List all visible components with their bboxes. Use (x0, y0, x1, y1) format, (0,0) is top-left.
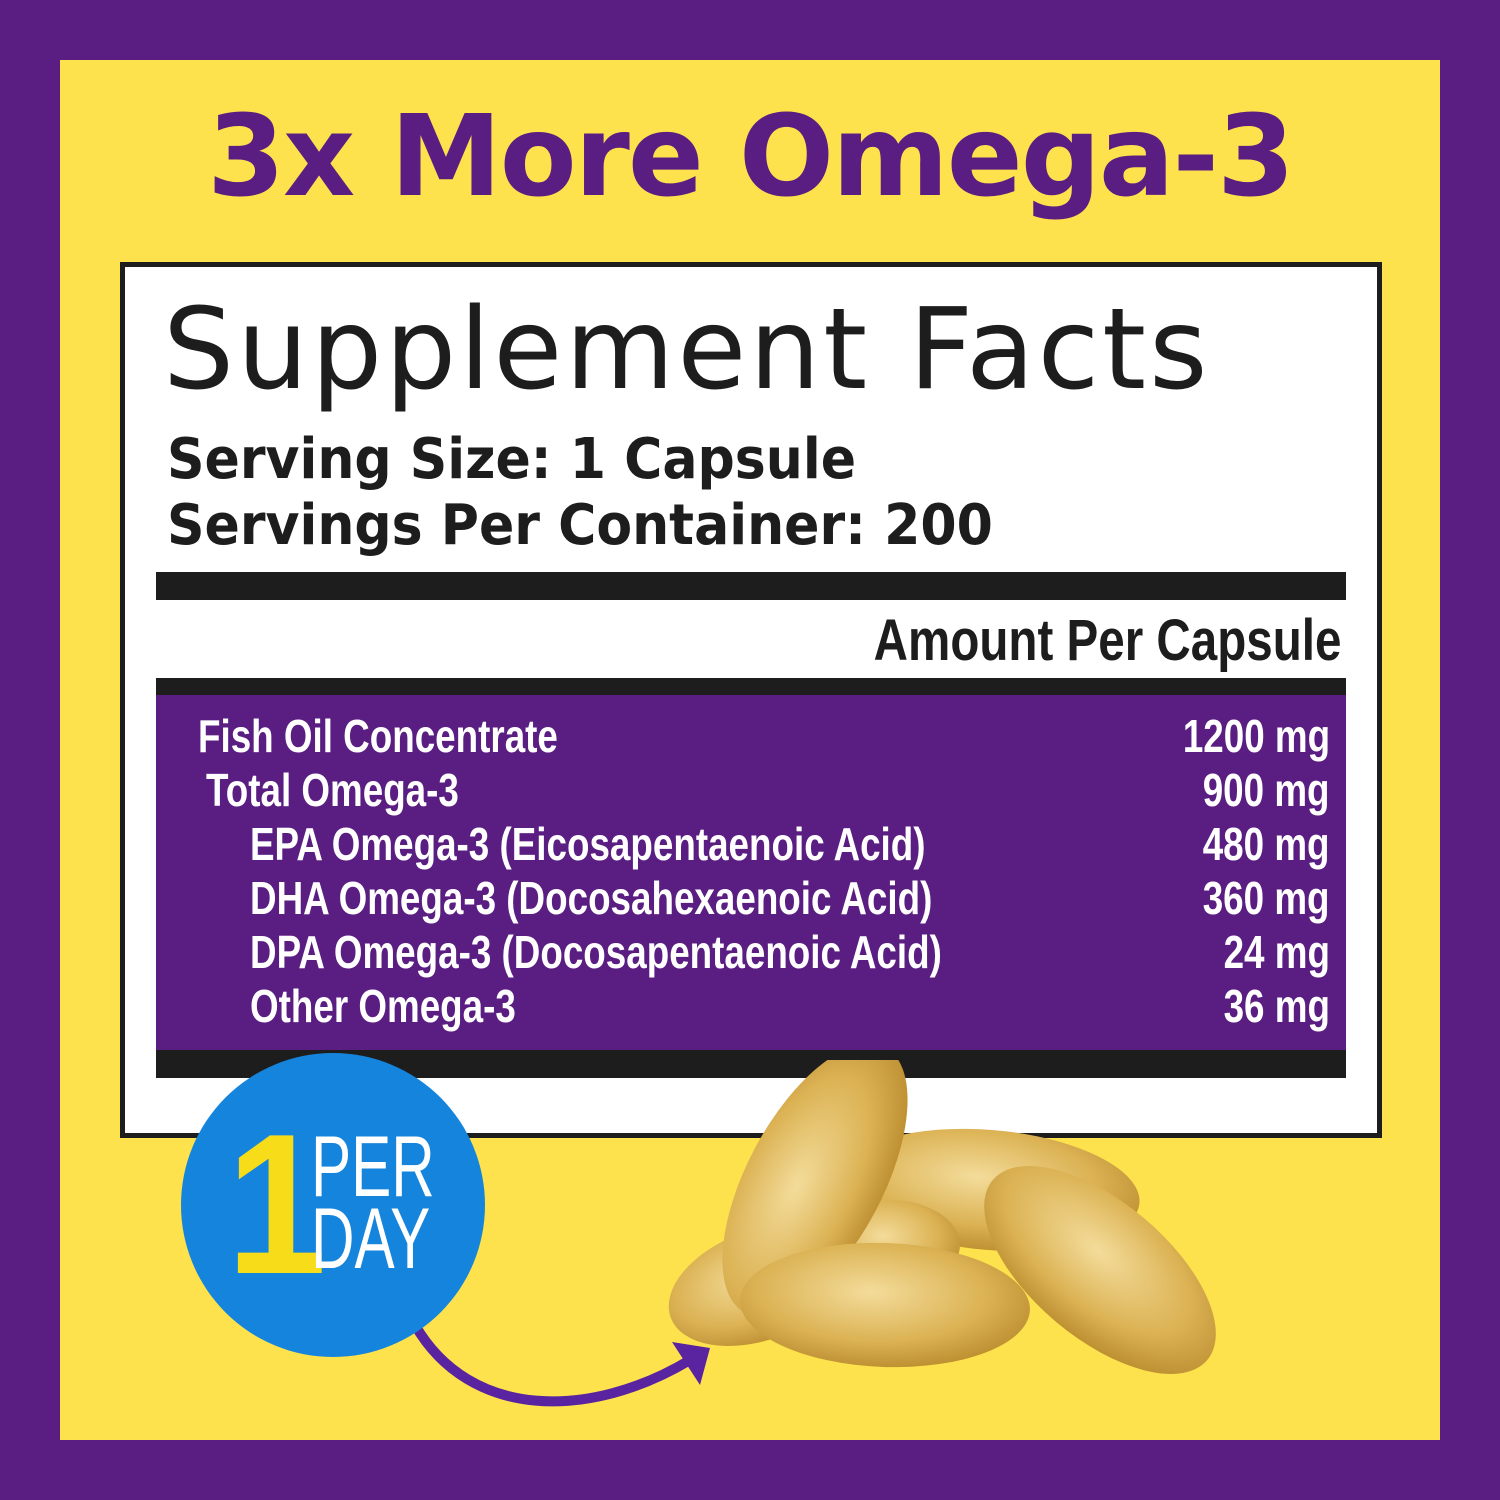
serving-size: Serving Size: 1 Capsule (167, 427, 857, 492)
supplement-facts-label: Supplement Facts Serving Size: 1 Capsule… (120, 262, 1382, 1138)
table-row: Fish Oil Concentrate 1200 mg (156, 709, 1346, 763)
nutrient-value: 900 mg (1203, 764, 1330, 816)
nutrient-value: 480 mg (1203, 818, 1330, 870)
nutrient-table: Fish Oil Concentrate 1200 mg Total Omega-… (156, 695, 1346, 1050)
table-row: Other Omega-3 36 mg (156, 979, 1346, 1033)
nutrient-value: 360 mg (1203, 872, 1330, 924)
table-row: EPA Omega-3 (Eicosapentaenoic Acid) 480 m… (156, 817, 1346, 871)
badge-line-2: DAY (311, 1191, 431, 1287)
amount-header: Amount Per Capsule (873, 608, 1341, 673)
headline: 3x More Omega-3 (207, 92, 1295, 222)
nutrient-name: Total Omega-3 (206, 764, 459, 816)
table-row: Total Omega-3 900 mg (156, 763, 1346, 817)
facts-title: Supplement Facts (163, 285, 1211, 415)
divider (156, 678, 1346, 695)
badge-text: PER DAY (311, 1119, 435, 1287)
table-row: DHA Omega-3 (Docosahexaenoic Acid) 360 mg (156, 871, 1346, 925)
nutrient-name: Other Omega-3 (250, 980, 516, 1032)
servings-per-container: Servings Per Container: 200 (167, 493, 993, 558)
nutrient-name: Fish Oil Concentrate (198, 710, 558, 762)
nutrient-name: DPA Omega-3 (Docosapentaenoic Acid) (250, 926, 942, 978)
capsules-image (668, 1060, 1216, 1374)
badge-line-1: PER (311, 1119, 435, 1215)
nutrient-value: 24 mg (1223, 926, 1330, 978)
one-per-day-badge: 1 PER DAY (181, 1053, 485, 1357)
nutrient-name: DHA Omega-3 (Docosahexaenoic Acid) (250, 872, 933, 924)
nutrient-name: EPA Omega-3 (Eicosapentaenoic Acid) (250, 818, 926, 870)
nutrient-value: 36 mg (1223, 980, 1330, 1032)
table-row: DPA Omega-3 (Docosapentaenoic Acid) 24 mg (156, 925, 1346, 979)
badge-number: 1 (226, 1093, 327, 1316)
divider (156, 572, 1346, 600)
nutrient-value: 1200 mg (1182, 710, 1330, 762)
